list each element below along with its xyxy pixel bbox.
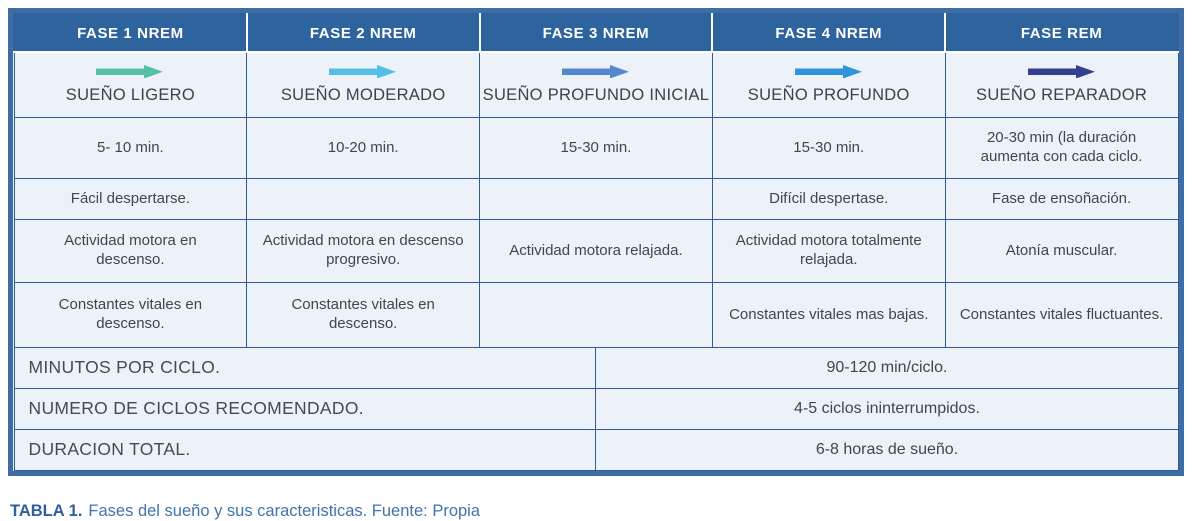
phase-name-row: SUEÑO LIGERO SUEÑO MODERADO xyxy=(13,51,1179,118)
summary-label: MINUTOS POR CICLO. xyxy=(13,347,597,389)
motor-cell: Atonía muscular. xyxy=(944,219,1179,283)
summary-value: 90-120 min/ciclo. xyxy=(595,347,1179,389)
awakening-cell xyxy=(479,178,713,220)
awakening-cell: Difícil despertase. xyxy=(711,178,946,220)
phase-rem-header: FASE REM xyxy=(944,13,1179,53)
vitals-cell xyxy=(479,282,713,348)
duration-cell: 5- 10 min. xyxy=(13,117,248,179)
phase-1-name-cell: SUEÑO LIGERO xyxy=(13,51,248,118)
vitals-cell: Constantes vitales fluctuantes. xyxy=(944,282,1179,348)
motor-activity-row: Actividad motora en descenso. Actividad … xyxy=(13,219,1179,283)
summary-value: 6-8 horas de sueño. xyxy=(595,429,1179,471)
awakening-cell: Fase de ensoñación. xyxy=(944,178,1179,220)
phase-2-name-cell: SUEÑO MODERADO xyxy=(246,51,481,118)
motor-cell: Actividad motora en descenso progresivo. xyxy=(246,219,481,283)
phase-2-header: FASE 2 NREM xyxy=(245,13,481,53)
motor-cell: Actividad motora en descenso. xyxy=(13,219,248,283)
duration-cell: 15-30 min. xyxy=(711,117,946,179)
awakening-row: Fácil despertarse. Difícil despertase. F… xyxy=(13,178,1179,220)
phase-name: SUEÑO MODERADO xyxy=(280,85,446,104)
arrow-right-icon xyxy=(1027,64,1095,78)
caption-label: TABLA 1. xyxy=(10,502,83,520)
phase-3-name-cell: SUEÑO PROFUNDO INICIAL xyxy=(479,51,713,118)
recommended-cycles-row: NUMERO DE CICLOS RECOMENDADO. 4-5 ciclos… xyxy=(13,388,1179,430)
table-caption: TABLA 1. Fases del sueño y sus caracteris… xyxy=(8,502,1184,521)
summary-label: DURACION TOTAL. xyxy=(13,429,597,471)
summary-value: 4-5 ciclos ininterrumpidos. xyxy=(595,388,1179,430)
duration-cell: 10-20 min. xyxy=(246,117,481,179)
arrow-right-icon xyxy=(561,64,629,78)
total-duration-row: DURACION TOTAL. 6-8 horas de sueño. xyxy=(13,429,1179,471)
phase-rem-name-cell: SUEÑO REPARADOR xyxy=(944,51,1179,118)
phase-name: SUEÑO PROFUNDO INICIAL xyxy=(482,85,710,104)
arrow-right-icon xyxy=(794,64,862,78)
vital-signs-row: Constantes vitales en descenso. Constant… xyxy=(13,282,1179,348)
arrow-right-icon xyxy=(96,64,164,78)
header-row: FASE 1 NREM FASE 2 NREM FASE 3 NREM FASE… xyxy=(13,13,1179,53)
phase-name: SUEÑO LIGERO xyxy=(65,85,195,104)
vitals-cell: Constantes vitales mas bajas. xyxy=(711,282,946,348)
phase-name: SUEÑO REPARADOR xyxy=(976,85,1148,104)
sleep-phases-table: FASE 1 NREM FASE 2 NREM FASE 3 NREM FASE… xyxy=(8,8,1184,476)
awakening-cell xyxy=(246,178,481,220)
motor-cell: Actividad motora relajada. xyxy=(479,219,713,283)
awakening-cell: Fácil despertarse. xyxy=(13,178,248,220)
phase-3-header: FASE 3 NREM xyxy=(478,13,714,53)
phase-4-header: FASE 4 NREM xyxy=(711,13,947,53)
phase-4-name-cell: SUEÑO PROFUNDO xyxy=(711,51,946,118)
phase-name: SUEÑO PROFUNDO xyxy=(747,85,910,104)
vitals-cell: Constantes vitales en descenso. xyxy=(13,282,248,348)
arrow-right-icon xyxy=(329,64,397,78)
duration-row: 5- 10 min. 10-20 min. 15-30 min. 15-30 m… xyxy=(13,117,1179,179)
vitals-cell: Constantes vitales en descenso. xyxy=(246,282,481,348)
duration-cell: 15-30 min. xyxy=(479,117,713,179)
minutes-per-cycle-row: MINUTOS POR CICLO. 90-120 min/ciclo. xyxy=(13,347,1179,389)
motor-cell: Actividad motora totalmente relajada. xyxy=(711,219,946,283)
phase-1-header: FASE 1 NREM xyxy=(13,13,248,53)
summary-label: NUMERO DE CICLOS RECOMENDADO. xyxy=(13,388,597,430)
sleep-table: FASE 1 NREM FASE 2 NREM FASE 3 NREM FASE… xyxy=(13,13,1179,471)
duration-cell: 20-30 min (la duración aumenta con cada … xyxy=(944,117,1179,179)
caption-text: Fases del sueño y sus caracteristicas. F… xyxy=(88,502,481,520)
page: FASE 1 NREM FASE 2 NREM FASE 3 NREM FASE… xyxy=(8,8,1184,520)
